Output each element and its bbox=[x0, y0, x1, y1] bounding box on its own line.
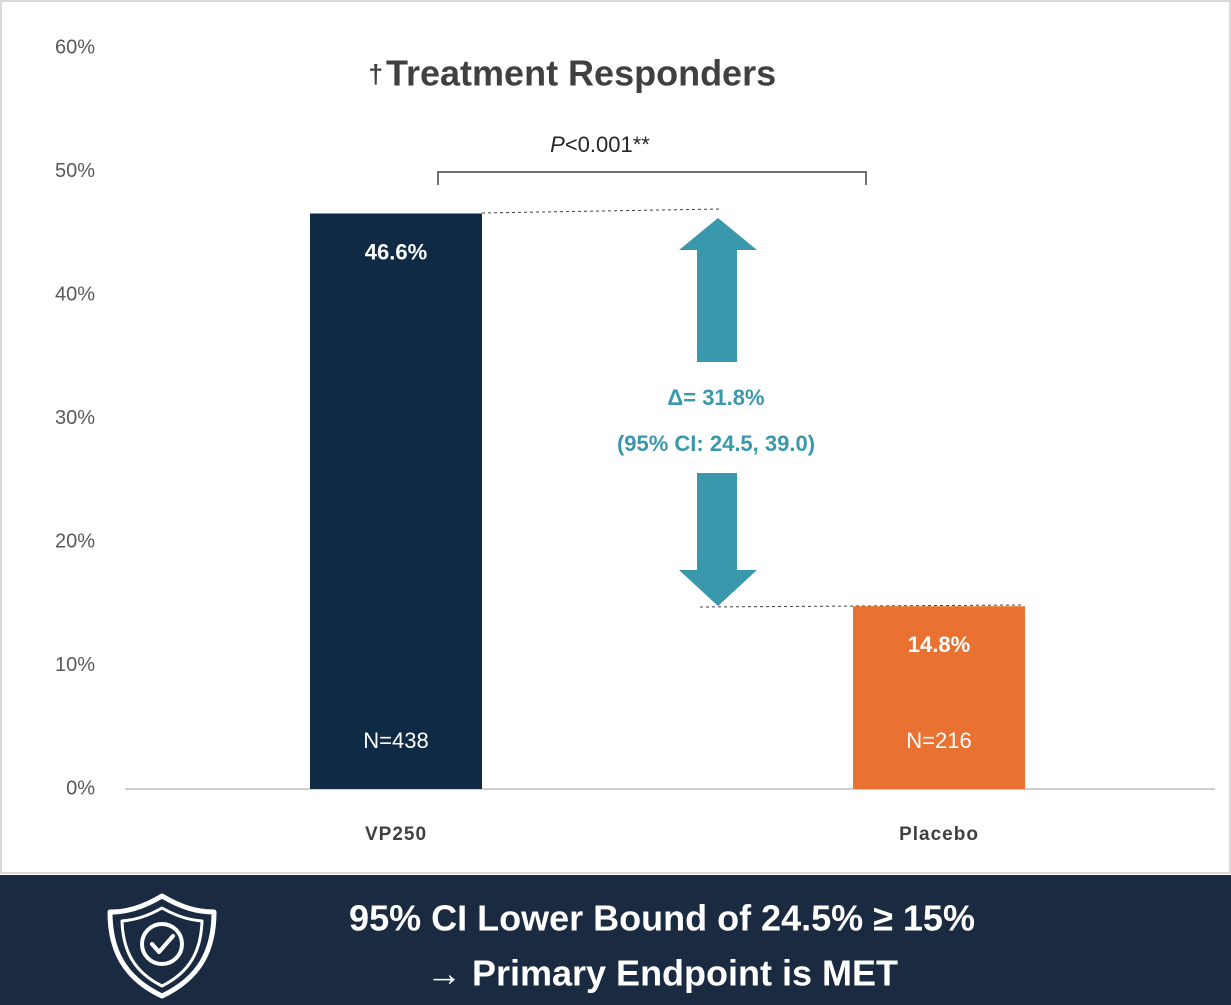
dashed-guide bbox=[481, 208, 721, 214]
p-value: P<0.001** bbox=[550, 132, 650, 157]
p-symbol: P bbox=[550, 132, 565, 157]
y-tick-label: 40% bbox=[55, 283, 95, 305]
y-tick-label: 30% bbox=[55, 407, 95, 429]
chart-frame bbox=[0, 0, 1231, 874]
bracket bbox=[437, 171, 867, 185]
bar bbox=[310, 213, 482, 790]
x-tick-label: VP250 bbox=[365, 824, 427, 845]
y-tick-label: 60% bbox=[55, 36, 95, 58]
dashed-guide bbox=[699, 604, 1025, 608]
shield-icon bbox=[107, 893, 217, 999]
x-tick-label: Placebo bbox=[899, 824, 979, 845]
delta-ci: (95% CI: 24.5, 39.0) bbox=[617, 431, 815, 456]
p-text: <0.001** bbox=[565, 132, 650, 157]
n-label: N=216 bbox=[906, 728, 971, 753]
value-label: 14.8% bbox=[908, 632, 970, 657]
up-arrow bbox=[679, 218, 757, 362]
delta-label: Δ= 31.8% bbox=[667, 385, 764, 410]
chart-title: Treatment Responders bbox=[386, 53, 776, 94]
y-tick-label: 50% bbox=[55, 160, 95, 182]
title-marker: † bbox=[369, 59, 383, 89]
value-label: 46.6% bbox=[365, 239, 427, 264]
y-tick-label: 20% bbox=[55, 530, 95, 552]
bar bbox=[853, 606, 1025, 789]
down-arrow bbox=[679, 473, 757, 606]
y-tick-label: 10% bbox=[55, 654, 95, 676]
banner bbox=[0, 875, 1231, 1005]
y-tick-label: 0% bbox=[66, 777, 95, 799]
banner-line: → Primary Endpoint is MET bbox=[426, 953, 898, 994]
banner-line: 95% CI Lower Bound of 24.5% ≥ 15% bbox=[349, 898, 975, 939]
n-label: N=438 bbox=[363, 728, 428, 753]
